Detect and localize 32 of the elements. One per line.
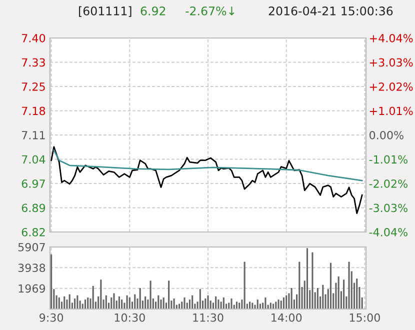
y-tick-label: 1969 [18, 284, 46, 293]
y2-tick-label: -2.02% [369, 179, 408, 188]
y-tick-label: 7.25 [22, 82, 45, 91]
y-tick-label: 6.89 [22, 204, 46, 212]
y2-tick-label: +4.04% [370, 34, 413, 42]
x-tick-label: 11:30 [193, 313, 224, 322]
chart-title: [601111] [79, 6, 132, 17]
x-tick-label: 14:00 [272, 313, 302, 322]
x-tick-label: 10:30 [114, 313, 145, 322]
text: 2016-04-21 15:00:36 [268, 6, 393, 16]
y2-tick-label: -3.03% [369, 204, 408, 212]
text: -2.67%↓ [186, 6, 234, 16]
x-tick-label: 9:30 [40, 313, 64, 322]
y2-tick-label: +3.03% [370, 58, 413, 67]
y-tick-label: 6.82 [22, 228, 45, 236]
y2-tick-label: 0.00% [370, 130, 404, 140]
line-series [50, 146, 363, 214]
y2-tick-label: -4.04% [369, 228, 408, 236]
line-series [53, 150, 363, 182]
y-tick-label: 7.33 [22, 58, 45, 67]
y-tick-label: 3938 [18, 264, 46, 272]
y-tick-label: 7.18 [22, 106, 46, 116]
y-tick-label: 7.40 [22, 34, 46, 42]
y2-tick-label: -1.01% [369, 155, 408, 164]
x-tick-label: 15:00 [350, 313, 380, 322]
y-tick-label: 7.11 [22, 131, 45, 140]
text: 6.92 [140, 6, 166, 16]
y2-tick-label: +2.02% [370, 82, 413, 91]
y-tick-label: 7.04 [22, 155, 46, 164]
y-tick-label: 6.97 [22, 179, 45, 188]
y-tick-label: 5907 [18, 242, 45, 252]
y2-tick-label: +1.01% [370, 106, 413, 116]
